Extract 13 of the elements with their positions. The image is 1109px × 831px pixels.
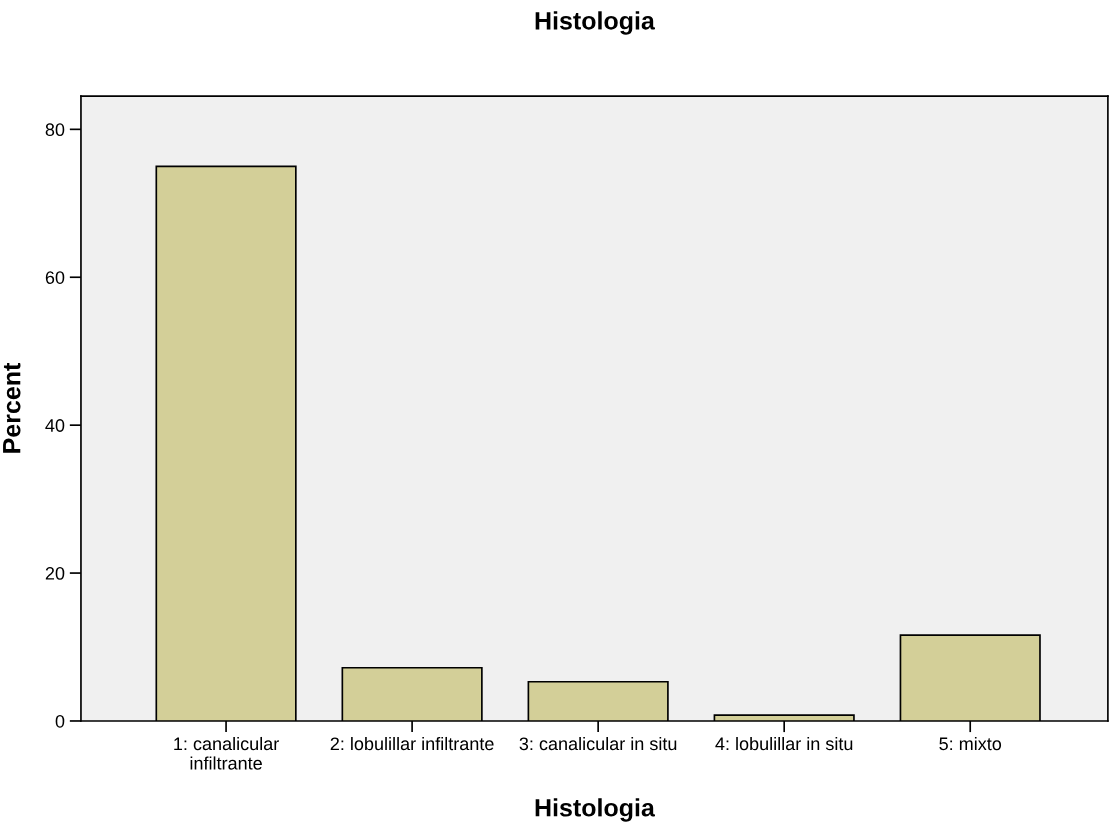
y-tick-label: 80 xyxy=(45,123,65,137)
y-tick-label: 20 xyxy=(45,567,65,580)
y-tick-label: 40 xyxy=(45,419,65,432)
x-tick-label: 2: lobulillar infiltrante xyxy=(330,736,494,751)
y-tick-label: 0 xyxy=(55,714,65,728)
x-tick-label: 4: lobulillar in situ xyxy=(715,736,853,751)
y-tick-label: 60 xyxy=(45,271,65,284)
x-tick-label: 5: mixto xyxy=(939,736,1002,751)
x-axis-title: Histologia xyxy=(535,798,656,822)
chart-title: Histologia xyxy=(535,11,656,35)
x-tick-label: 3: canalicular in situ xyxy=(519,736,677,751)
y-axis-title: Percent xyxy=(3,362,21,453)
x-tick-label: 1: canalicular infiltrante xyxy=(174,736,279,770)
